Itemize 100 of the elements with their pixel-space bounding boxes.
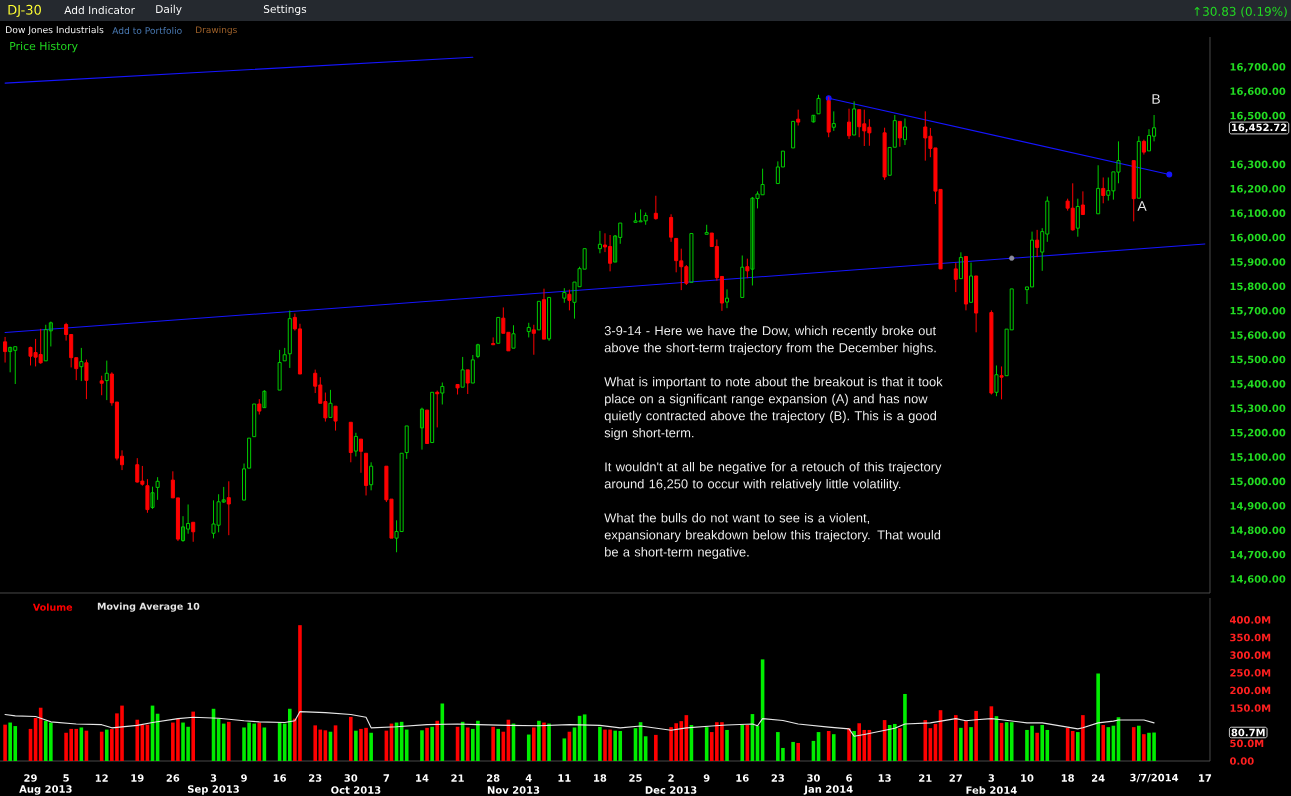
x-tick-label: 26 [166, 774, 180, 782]
x-tick-label: 28 [486, 774, 500, 782]
text: 16,452.72 [1232, 123, 1287, 133]
bar [1076, 732, 1080, 761]
text: Sep 2013 [187, 785, 239, 795]
x-tick-label: 3 [988, 774, 995, 782]
y-tick-label: 15,600.00 [1230, 331, 1286, 341]
text: Dec 2013 [645, 786, 697, 794]
bar [847, 728, 851, 761]
candlestick [430, 391, 435, 444]
y-tick-label: 15,500.00 [1230, 355, 1286, 365]
candlestick [969, 262, 974, 303]
candlestick [191, 521, 196, 543]
candlestick [460, 356, 465, 388]
bar [974, 710, 978, 761]
candlestick [425, 409, 430, 445]
bar [435, 720, 440, 761]
x-tick-label: 30 [807, 774, 820, 782]
x-tick-label: 24 [1091, 774, 1105, 782]
bar [1040, 725, 1045, 761]
candlestick [104, 360, 109, 401]
candlestick [419, 407, 424, 451]
y-tick-label: 400.0M [1229, 616, 1271, 624]
bar [526, 734, 531, 761]
bar [465, 727, 470, 761]
y-tick-label: 350.0M [1230, 633, 1271, 642]
candlestick [475, 343, 480, 359]
y-tick-label: 15,700.00 [1230, 306, 1286, 316]
text: Daily [156, 4, 182, 16]
y-tick-label: 15,000.00 [1230, 477, 1286, 487]
candlestick [897, 120, 902, 148]
bar [1142, 734, 1146, 761]
candlestick [333, 405, 338, 432]
candlestick [465, 369, 470, 395]
x-tick-label: 18 [594, 774, 607, 782]
candlestick [689, 233, 694, 283]
x-tick-label: 10 [1021, 774, 1034, 782]
text: Add to Portfolio [112, 26, 182, 35]
y-tick-label: 14,800.00 [1230, 526, 1286, 536]
y-tick-label: 300.0M [1230, 651, 1271, 659]
x-tick-label: 16 [273, 774, 287, 782]
x-tick-label: 3/7/2014 [1130, 773, 1179, 783]
x-tick-label: 4 [525, 774, 532, 782]
text: Jan 2014 [803, 785, 853, 795]
y-tick-label: 16,500.00 [1230, 111, 1286, 121]
bar [420, 730, 424, 761]
x-tick-label: 21 [919, 774, 932, 782]
text: Aug 2013 [19, 785, 72, 795]
candlestick [277, 349, 282, 391]
y-tick-label: 14,700.00 [1230, 550, 1286, 560]
bar [491, 726, 495, 761]
bar [725, 729, 729, 761]
candlestick [857, 109, 862, 138]
bar [903, 693, 907, 761]
candlestick [958, 251, 963, 280]
bar [537, 720, 541, 761]
bar [226, 721, 231, 761]
candlestick [496, 316, 501, 344]
bar [654, 734, 658, 761]
candlestick [674, 237, 679, 273]
x-tick-label: 23 [771, 774, 785, 782]
bar [598, 726, 602, 761]
bar [892, 723, 897, 761]
x-tick-label: 25 [629, 774, 642, 782]
candlestick [1096, 164, 1101, 215]
annotation: What is important to note about the breakout is that it took place on a significant range expansion (A) and has now quietly contracted above the trajectory (B). This is a good sign short-term. [604, 376, 943, 440]
text: Moving Average 10 [97, 602, 200, 612]
candlestick [597, 230, 602, 254]
candlestick [364, 452, 369, 496]
y-tick-label: 250.0M [1230, 669, 1271, 677]
x-tick-label: 7 [383, 774, 390, 782]
x-tick-label: 11 [558, 774, 571, 782]
bar [191, 711, 195, 761]
y-tick-label: 16,000.00 [1230, 233, 1286, 243]
candlestick [155, 476, 160, 501]
y-tick-label: 16,100.00 [1230, 209, 1286, 219]
candlestick [974, 275, 979, 333]
bar [354, 730, 358, 761]
y-tick-label: 0.00 [1230, 757, 1254, 765]
candlestick [1080, 190, 1085, 216]
bar [740, 725, 745, 761]
candlestick [547, 296, 552, 342]
bar [959, 727, 963, 761]
bar [1070, 731, 1075, 761]
chart-subtitle: Dow Jones Industrials [6, 26, 104, 35]
bar [135, 719, 140, 761]
candlestick [1035, 229, 1040, 258]
candlestick [328, 389, 333, 418]
y-tick-label: 200.0M [1230, 686, 1271, 695]
x-tick-label: 5 [63, 774, 69, 782]
candlestick [150, 486, 155, 510]
text: Drawings [196, 26, 237, 35]
y-tick-label: 15,300.00 [1230, 404, 1286, 414]
bar [349, 716, 353, 761]
bar [1009, 722, 1014, 761]
candlestick [902, 117, 907, 146]
x-tick-label: 17 [1199, 774, 1212, 782]
bar [369, 732, 373, 761]
annotation: B [1152, 94, 1160, 104]
y-tick-label: 16,600.00 [1230, 87, 1286, 97]
